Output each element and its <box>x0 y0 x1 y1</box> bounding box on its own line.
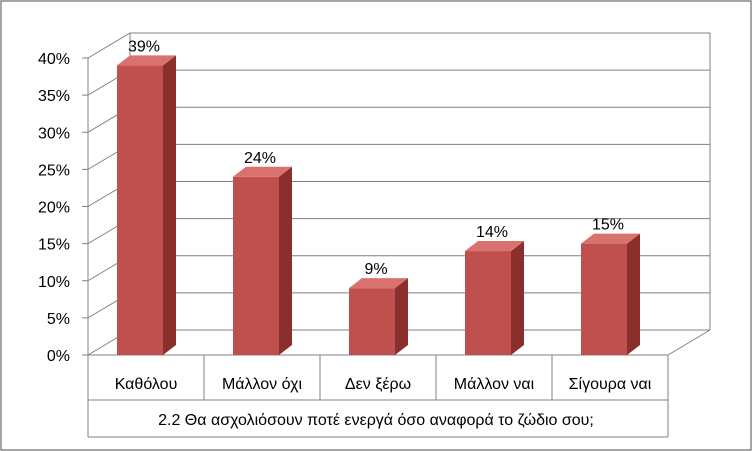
category-label: Μάλλον ναι <box>454 376 535 393</box>
bar-front <box>233 176 279 355</box>
category-label: Μάλλον όχι <box>222 376 303 393</box>
data-label: 9% <box>364 261 387 278</box>
bar-side <box>627 233 640 355</box>
data-label: 39% <box>128 38 160 55</box>
y-tick-label: 10% <box>38 274 70 291</box>
data-label: 24% <box>244 150 276 167</box>
bar-side <box>511 241 524 355</box>
bar <box>465 241 524 355</box>
y-tick-label: 5% <box>47 311 70 328</box>
bar <box>117 55 176 356</box>
bar-front <box>465 251 511 355</box>
y-tick-label: 15% <box>38 237 70 254</box>
y-tick-label: 20% <box>38 200 70 217</box>
bar-front <box>349 288 395 355</box>
category-label: Καθόλου <box>115 376 178 393</box>
bar-side <box>163 55 176 356</box>
category-label: Δεν ξέρω <box>345 376 411 393</box>
bar <box>233 166 292 355</box>
bar-front <box>581 243 627 355</box>
bar-side <box>395 278 408 355</box>
y-tick-label: 0% <box>47 348 70 365</box>
data-label: 14% <box>476 224 508 241</box>
bar-top <box>349 278 408 289</box>
category-label: Σίγουρα ναι <box>569 376 652 393</box>
bar-top <box>581 233 640 244</box>
bars <box>117 55 640 356</box>
data-label: 15% <box>592 217 624 234</box>
bar-top <box>233 166 292 177</box>
axes <box>82 57 711 438</box>
y-tick-label: 40% <box>38 51 70 68</box>
bar-front <box>117 65 163 356</box>
bar-top <box>465 241 524 252</box>
gridline-diagonal <box>87 32 131 59</box>
x-axis-title: 2.2 Θα ασχολιόσουν ποτέ ενεργά όσο αναφο… <box>158 412 594 429</box>
y-tick-label: 25% <box>38 162 70 179</box>
labels: 0% 5% 10% 15% 20% 25% 30% 35% 40% Καθόλου Μάλλον ό… <box>38 38 652 393</box>
bar-side <box>279 166 292 355</box>
y-tick-label: 30% <box>38 125 70 142</box>
bar-top <box>117 55 176 66</box>
bar <box>581 233 640 355</box>
floor-right-edge <box>667 329 711 356</box>
y-tick-label: 35% <box>38 88 70 105</box>
bar <box>349 278 408 355</box>
